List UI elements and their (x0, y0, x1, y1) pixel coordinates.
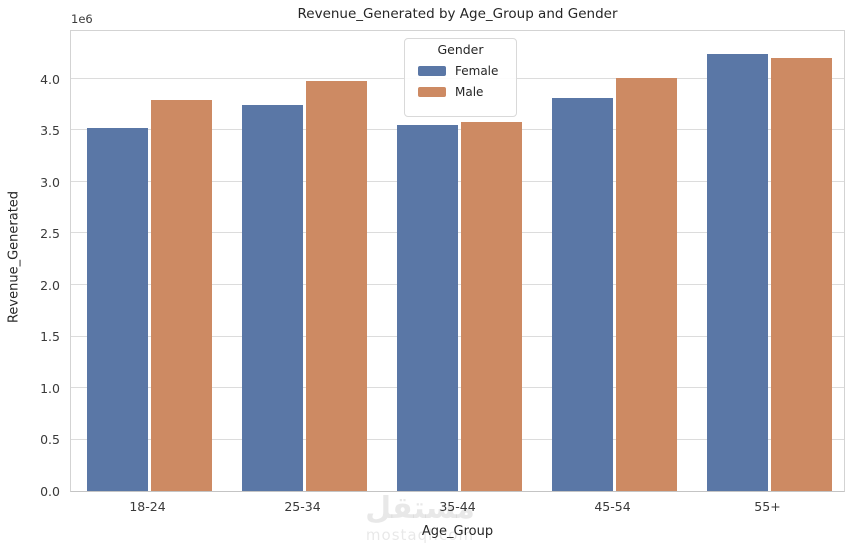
y-axis-label: Revenue_Generated (6, 190, 22, 324)
x-axis-label: Age_Group (421, 524, 494, 539)
y-tick-label: 3.5 (40, 123, 60, 139)
legend-label: Male (455, 85, 484, 99)
bar-18-24-male (150, 99, 212, 491)
bar-25-34-male (305, 81, 367, 491)
bar-35-44-male (460, 122, 522, 491)
gridline (71, 180, 844, 182)
x-tick-label: 25-34 (284, 499, 321, 514)
gridline (71, 283, 844, 285)
bar-18-24-female (86, 128, 148, 491)
gridline (71, 335, 844, 337)
y-tick-label: 2.5 (40, 226, 60, 242)
gridline (71, 438, 844, 440)
legend-label: Female (455, 64, 499, 78)
y-axis-offset-label: 1e6 (71, 12, 93, 26)
y-tick-label: 3.0 (40, 174, 60, 190)
legend-item-female: Female (405, 64, 516, 78)
watermark-arabic: مستقل (365, 491, 475, 526)
bar-45-54-male (615, 77, 677, 491)
y-tick-label: 0.0 (40, 484, 60, 499)
x-tick-label: 35-44 (439, 499, 476, 514)
legend: Gender Female Male (404, 38, 517, 117)
y-tick-label: 1.0 (40, 380, 60, 396)
chart-title: Revenue_Generated by Age_Group and Gende… (297, 6, 618, 22)
watermark-latin: mostaql.com (365, 526, 475, 544)
bar-35-44-female (396, 125, 458, 491)
legend-title: Gender (437, 42, 484, 57)
gridline (71, 129, 844, 131)
legend-swatch-male (418, 87, 446, 97)
y-tick-label: 2.0 (40, 277, 60, 293)
y-tick-label: 1.5 (40, 329, 60, 345)
x-tick-label: 55+ (754, 499, 781, 514)
gridline (71, 232, 844, 234)
y-tick-label: 0.5 (40, 432, 60, 448)
y-tick-label: 4.0 (40, 71, 60, 87)
legend-items: Female Male (405, 64, 516, 99)
gridline (71, 387, 844, 388)
bar-55+-female (706, 54, 768, 491)
legend-item-male: Male (405, 85, 516, 99)
bar-55+-male (770, 58, 832, 491)
legend-swatch-female (418, 66, 446, 76)
bar-25-34-female (241, 104, 303, 491)
bar-45-54-female (551, 97, 613, 491)
x-tick-label: 45-54 (594, 499, 631, 514)
x-tick-label: 18-24 (129, 499, 166, 514)
